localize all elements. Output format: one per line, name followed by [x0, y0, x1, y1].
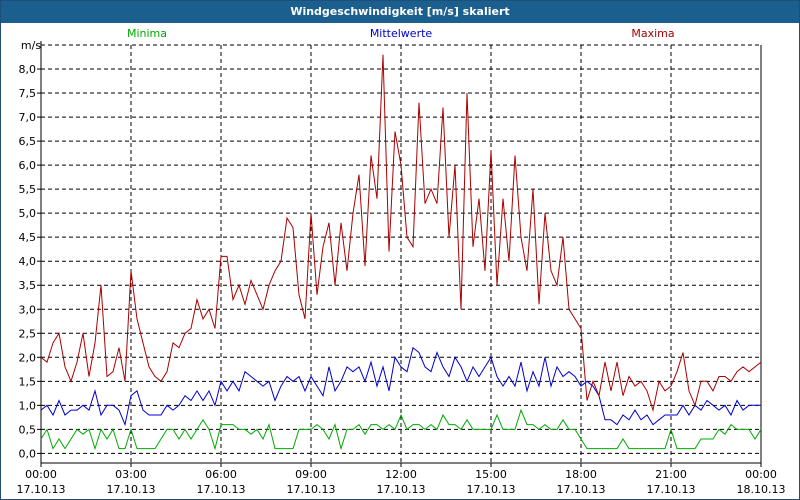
chart-title: Windgeschwindigkeit [m/s] skaliert — [1, 1, 799, 23]
x-tick-label-date: 17.10.13 — [557, 483, 606, 496]
legend-entry: Minima — [127, 27, 167, 40]
axes — [37, 41, 762, 467]
grid — [41, 44, 761, 463]
x-tick-label-date: 17.10.13 — [287, 483, 336, 496]
y-tick-label: 3,5 — [19, 279, 37, 292]
x-tick-label-time: 06:00 — [205, 468, 237, 481]
x-tick-label-date: 17.10.13 — [377, 483, 426, 496]
x-tick-label-time: 18:00 — [565, 468, 597, 481]
y-tick-label: 5,0 — [19, 207, 37, 220]
x-tick-label-date: 17.10.13 — [647, 483, 696, 496]
x-axis-tick-labels: 00:00 17.10.13 03:00 17.10.13 06:00 17.10.13 0… — [17, 468, 786, 496]
series-line-mittelwerte — [40, 346, 761, 427]
y-axis-tick-labels: 0,0 0,5 1,0 1,5 2,0 2,5 3,0 3,5 4,0 4,5 5,0 5,5 6,0 6… — [19, 63, 37, 460]
y-tick-label: 6,5 — [19, 135, 37, 148]
y-tick-label: 0,5 — [19, 423, 37, 436]
legend: Minima Mittelwerte Maxima — [127, 27, 675, 40]
y-axis-unit-label: m/s — [21, 39, 41, 52]
wind-speed-chart: 0,0 0,5 1,0 1,5 2,0 2,5 3,0 3,5 4,0 4,5 5,0 5,5 6,0 6… — [17, 27, 786, 496]
y-tick-label: 1,5 — [19, 375, 37, 388]
y-tick-label: 5,5 — [19, 183, 37, 196]
x-tick-label-time: 00:00 — [745, 468, 777, 481]
y-tick-label: 7,5 — [19, 87, 37, 100]
legend-entry: Mittelwerte — [370, 27, 433, 40]
y-tick-label: 6,0 — [19, 159, 37, 172]
y-tick-label: 2,0 — [19, 351, 37, 364]
x-tick-label-time: 15:00 — [475, 468, 507, 481]
x-tick-label-date: 17.10.13 — [467, 483, 516, 496]
y-tick-label: 2,5 — [19, 327, 37, 340]
x-tick-label-date: 17.10.13 — [107, 483, 156, 496]
x-tick-label-time: 09:00 — [295, 468, 327, 481]
y-tick-label: 7,0 — [19, 111, 37, 124]
series-line-maxima — [40, 54, 762, 413]
x-tick-label-time: 12:00 — [385, 468, 417, 481]
series-line-minima — [40, 408, 762, 451]
y-tick-label: 1,0 — [19, 399, 37, 412]
legend-entry: Maxima — [631, 27, 674, 40]
x-tick-label-time: 21:00 — [655, 468, 687, 481]
x-tick-label-date: 18.10.13 — [737, 483, 786, 496]
y-tick-label: 4,0 — [19, 255, 37, 268]
y-tick-label: 8,0 — [19, 63, 37, 76]
x-tick-label-date: 17.10.13 — [197, 483, 246, 496]
x-tick-label-time: 00:00 — [25, 468, 57, 481]
x-tick-label-date: 17.10.13 — [17, 483, 66, 496]
series-lines — [40, 54, 762, 451]
y-tick-label: 4,5 — [19, 231, 37, 244]
y-tick-label: 3,0 — [19, 303, 37, 316]
y-tick-label: 0,0 — [19, 447, 37, 460]
x-tick-label-time: 03:00 — [115, 468, 147, 481]
